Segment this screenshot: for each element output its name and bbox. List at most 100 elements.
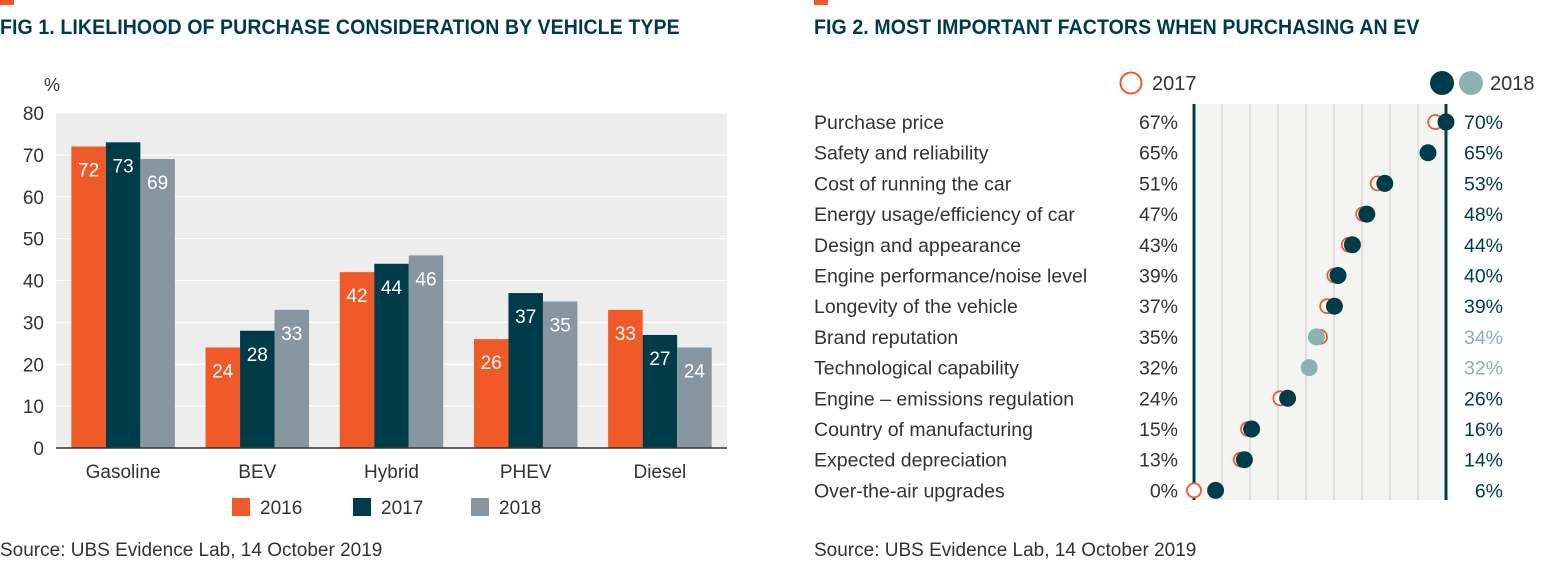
fig2-legend-marker-2018-decrease xyxy=(1459,71,1483,95)
fig1-bar-value-label: 33 xyxy=(281,324,302,345)
fig1-bar-chart: 0 10 20 30 40 50 60 70 80% 72 73 69 Gasoline 24 28 33 BE… xyxy=(23,75,727,519)
fig1-x-tick-label: PHEV xyxy=(500,462,552,483)
fig2-row-label: Purchase price xyxy=(814,112,944,134)
fig2-value-2017: 43% xyxy=(1139,235,1178,257)
fig1-legend-label-2017: 2017 xyxy=(381,498,423,519)
fig2-row-label: Country of manufacturing xyxy=(814,419,1033,441)
fig2-dot-2018-over-the-air-upgrades xyxy=(1207,481,1225,499)
fig1-bar-hybrid-2017 xyxy=(374,263,409,448)
fig1-y-tick-label: 70 xyxy=(23,146,44,167)
fig1-legend-swatch-2017 xyxy=(353,498,371,516)
fig1-bar-bev-2018 xyxy=(274,309,310,448)
fig2-value-2018: 32% xyxy=(1464,358,1503,380)
fig2-value-2018: 40% xyxy=(1464,266,1503,288)
fig2-legend-label-2017: 2017 xyxy=(1152,73,1197,95)
fig1-bar-phev-2016 xyxy=(473,339,509,448)
fig1-bar-value-label: 69 xyxy=(147,173,168,194)
fig1-y-tick-label: 30 xyxy=(23,313,44,334)
fig2-accent-tick xyxy=(814,0,828,5)
fig2-value-2018: 53% xyxy=(1464,173,1503,195)
fig2-value-2017: 47% xyxy=(1139,204,1178,226)
fig1-y-tick-label: 0 xyxy=(33,439,44,460)
fig2-row-label: Technological capability xyxy=(814,358,1019,380)
fig1-bar-gasoline-2017 xyxy=(105,142,141,448)
fig2-dot-2018-cost-of-running-the-car xyxy=(1376,174,1394,192)
fig2-dot-chart: 2017 2018 Purchase price 67% 70% Safety and r… xyxy=(814,71,1535,502)
fig1-bar-value-label: 24 xyxy=(212,362,234,383)
fig2-value-2017: 24% xyxy=(1139,388,1178,410)
fig2-value-2017: 37% xyxy=(1139,296,1178,318)
fig1-bar-value-label: 26 xyxy=(481,353,502,374)
fig2-value-2017: 65% xyxy=(1139,143,1178,165)
fig2-value-2018: 44% xyxy=(1464,235,1503,257)
fig2-value-2018: 70% xyxy=(1464,112,1503,134)
fig1-bar-value-label: 73 xyxy=(113,156,134,177)
fig2-value-2018: 26% xyxy=(1464,388,1503,410)
fig2-dot-2018-technological-capability xyxy=(1300,359,1318,377)
fig2-value-2018: 39% xyxy=(1464,296,1503,318)
fig1-accent-tick xyxy=(0,0,14,5)
fig1-y-tick-label: 10 xyxy=(23,397,44,418)
fig2-value-2017: 13% xyxy=(1139,450,1178,472)
fig1-x-tick-label: Diesel xyxy=(633,462,686,483)
fig2-dot-2018-engine-performance-noise-level xyxy=(1329,267,1347,284)
fig1-x-tick-label: BEV xyxy=(238,462,276,483)
fig1-legend-label-2018: 2018 xyxy=(499,498,541,519)
fig2-value-2018: 48% xyxy=(1464,204,1503,226)
fig2-value-2018: 14% xyxy=(1464,450,1503,472)
fig1-bar-value-label: 72 xyxy=(78,161,99,182)
fig1-title: FIG 1. LIKELIHOOD OF PURCHASE CONSIDERAT… xyxy=(0,16,680,39)
fig2-dot-2018-engine-emissions-regulation xyxy=(1279,389,1297,407)
fig2-dot-2018-purchase-price xyxy=(1437,113,1455,131)
fig2-row-label: Over-the-air upgrades xyxy=(814,480,1005,502)
fig1-y-tick-label: 80 xyxy=(23,104,44,125)
fig2-row-label: Design and appearance xyxy=(814,235,1021,257)
fig2-row-label: Engine performance/noise level xyxy=(814,266,1087,288)
fig2-value-2017: 39% xyxy=(1139,266,1178,288)
fig1-bar-diesel-2017 xyxy=(642,334,678,448)
fig1-x-tick-label: Gasoline xyxy=(86,462,161,483)
fig1-bar-gasoline-2016 xyxy=(71,146,106,448)
fig2-legend-marker-2017 xyxy=(1119,71,1143,95)
fig2-dot-2018-brand-reputation xyxy=(1307,328,1325,346)
fig1-bar-value-label: 37 xyxy=(515,307,536,328)
fig2-plot-area xyxy=(1194,104,1446,500)
fig2-dot-2018-expected-depreciation xyxy=(1235,451,1253,469)
fig1-y-tick-label: 40 xyxy=(23,272,44,293)
fig2-value-2018: 16% xyxy=(1464,419,1503,441)
fig1-bar-value-label: 42 xyxy=(346,286,367,307)
fig2-value-2017: 15% xyxy=(1139,419,1178,441)
fig2-row-label: Cost of running the car xyxy=(814,173,1012,195)
fig1-bar-bev-2017 xyxy=(240,330,275,448)
fig2-row-label: Expected depreciation xyxy=(814,450,1007,472)
fig1-bar-value-label: 27 xyxy=(649,349,670,370)
fig2-dot-2018-longevity-of-the-vehicle xyxy=(1325,297,1343,315)
fig1-bar-value-label: 35 xyxy=(550,315,571,336)
fig1-legend-label-2016: 2016 xyxy=(260,498,302,519)
fig2-value-2018: 65% xyxy=(1464,143,1503,165)
fig2-value-2017: 0% xyxy=(1150,480,1178,502)
fig2-title: FIG 2. MOST IMPORTANT FACTORS WHEN PURCH… xyxy=(814,16,1420,39)
fig2-value-2017: 35% xyxy=(1139,327,1178,349)
fig2-value-2017: 67% xyxy=(1139,112,1178,134)
fig2-dot-2018-safety-and-reliability xyxy=(1419,144,1437,162)
fig2-dot-2018-country-of-manufacturing xyxy=(1243,420,1261,438)
fig1-bar-value-label: 28 xyxy=(247,345,268,366)
fig2-value-2017: 32% xyxy=(1139,358,1178,380)
fig2-row-label: Longevity of the vehicle xyxy=(814,296,1018,318)
fig2-value-2017: 51% xyxy=(1139,173,1178,195)
fig2-legend-marker-2018 xyxy=(1430,71,1454,95)
fig1-bar-diesel-2018 xyxy=(677,347,712,448)
fig1-bar-value-label: 44 xyxy=(381,278,403,299)
fig2-row-label: Engine – emissions regulation xyxy=(814,388,1074,410)
fig2-row-label: Safety and reliability xyxy=(814,143,989,165)
fig1-bar-phev-2018 xyxy=(542,301,578,448)
fig2-dot-2018-energy-usage-efficiency-of-car xyxy=(1358,205,1376,223)
fig1-bar-phev-2017 xyxy=(508,293,543,448)
fig1-y-tick-label: 60 xyxy=(23,188,44,209)
fig1-bar-bev-2016 xyxy=(205,347,241,448)
fig1-bar-hybrid-2018 xyxy=(408,255,444,448)
fig1-y-tick-label: 50 xyxy=(23,230,44,251)
fig1-bar-diesel-2016 xyxy=(608,309,643,448)
fig2-legend-label-2018: 2018 xyxy=(1490,73,1535,95)
